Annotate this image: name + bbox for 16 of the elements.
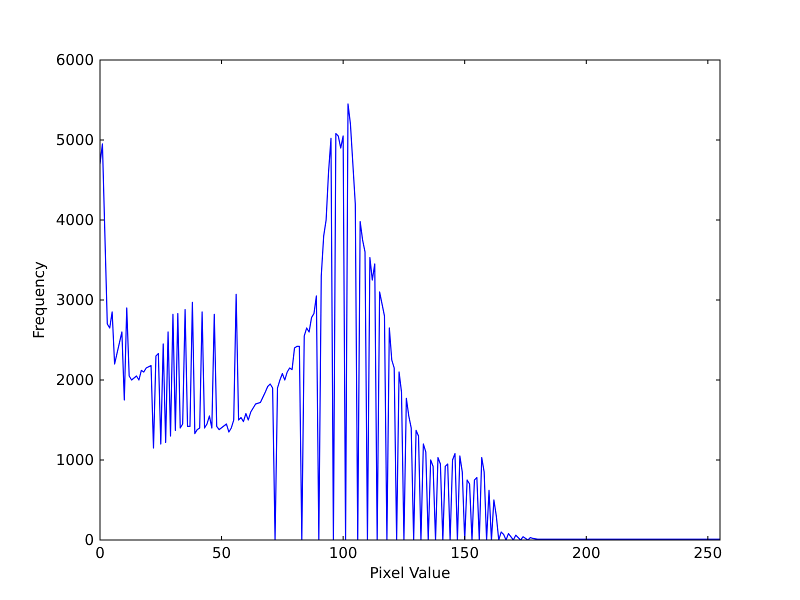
x-tick-label: 150 bbox=[450, 544, 480, 562]
y-tick-label: 4000 bbox=[56, 211, 94, 229]
y-tick-label: 6000 bbox=[56, 51, 94, 69]
y-tick-label: 1000 bbox=[56, 451, 94, 469]
y-tick-label: 2000 bbox=[56, 371, 94, 389]
y-tick-label: 5000 bbox=[56, 131, 94, 149]
y-tick-label: 3000 bbox=[56, 291, 94, 309]
y-axis-title: Frequency bbox=[30, 261, 48, 339]
x-tick-label: 250 bbox=[694, 544, 722, 562]
x-tick-label: 200 bbox=[572, 544, 601, 562]
line-series bbox=[100, 103, 720, 540]
x-tick-label: 0 bbox=[95, 544, 105, 562]
y-tick-label: 0 bbox=[84, 531, 94, 549]
x-tick-label: 50 bbox=[212, 544, 232, 562]
x-tick-label: 100 bbox=[328, 544, 358, 562]
x-axis-title: Pixel Value bbox=[370, 564, 450, 582]
